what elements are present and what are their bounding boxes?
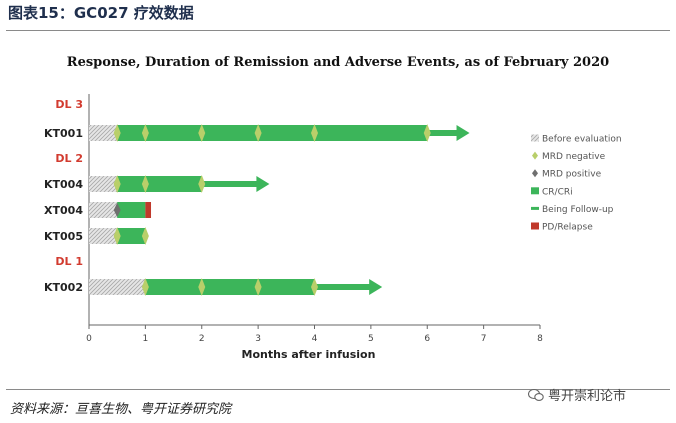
follow-up-arrow-head xyxy=(256,176,270,192)
mrd-negative-marker xyxy=(141,175,149,193)
follow-up-arrow-shaft xyxy=(314,284,371,290)
watermark-text: 粤开崇利论市 xyxy=(548,389,627,404)
mrd-negative-marker xyxy=(198,124,206,142)
mrd-negative-marker xyxy=(423,124,431,142)
bar-cr-cri xyxy=(117,202,146,218)
x-tick-label: 0 xyxy=(86,334,92,344)
x-tick-label: 3 xyxy=(255,334,261,344)
follow-up-arrow-shaft xyxy=(427,130,458,136)
legend-swatch xyxy=(532,169,538,178)
chart-title: Response, Duration of Remission and Adve… xyxy=(66,55,610,70)
legend-swatch xyxy=(531,222,539,230)
patient-label: KT004 xyxy=(44,178,83,191)
header-divider xyxy=(6,30,670,31)
legend-label: Being Follow-up xyxy=(542,205,614,215)
legend-label: MRD positive xyxy=(542,170,602,180)
legend-swatch xyxy=(532,151,538,160)
follow-up-arrow-head xyxy=(456,125,470,141)
dose-level-label: DL 3 xyxy=(55,98,83,111)
legend-label: MRD negative xyxy=(542,152,606,162)
x-tick-label: 7 xyxy=(481,334,487,344)
bar-before-evaluation xyxy=(89,176,118,192)
legend-label: PD/Relapse xyxy=(542,223,593,233)
figure-title: 图表15：GC027 疗效数据 xyxy=(8,4,194,22)
mrd-negative-marker xyxy=(113,124,121,142)
x-tick-label: 6 xyxy=(424,334,430,344)
patient-label: KT002 xyxy=(44,281,83,294)
mrd-negative-marker xyxy=(311,124,318,142)
x-tick-label: 5 xyxy=(368,334,374,344)
legend-swatch xyxy=(531,206,539,210)
bar-before-evaluation xyxy=(89,228,118,244)
legend-label: CR/CRi xyxy=(542,187,573,197)
follow-up-arrow-shaft xyxy=(201,181,258,187)
legend-label: Before evaluation xyxy=(542,135,622,145)
mrd-negative-marker xyxy=(254,124,262,142)
follow-up-arrow-head xyxy=(369,279,383,295)
bar-pd-relapse xyxy=(145,202,152,218)
mrd-negative-marker xyxy=(254,278,262,296)
patient-label: KT005 xyxy=(44,230,83,243)
patient-label: KT001 xyxy=(44,127,83,140)
dose-level-label: DL 2 xyxy=(55,152,83,165)
bar-cr-cri xyxy=(117,228,146,244)
mrd-negative-marker xyxy=(113,227,121,245)
x-tick-label: 4 xyxy=(312,334,318,344)
bar-cr-cri xyxy=(145,279,315,295)
x-tick-label: 2 xyxy=(199,334,205,344)
bar-before-evaluation xyxy=(89,279,146,295)
source-note: 资料来源：亘喜生物、粤开证券研究院 xyxy=(10,402,232,417)
watermark: 粤开崇利论市 xyxy=(528,385,626,404)
footer-divider xyxy=(6,389,670,390)
patient-label: XT004 xyxy=(44,204,83,217)
bar-before-evaluation xyxy=(89,125,118,141)
dose-level-label: DL 1 xyxy=(55,255,83,268)
x-tick-label: 1 xyxy=(143,334,149,344)
mrd-negative-marker xyxy=(198,278,206,296)
legend-swatch xyxy=(531,187,539,195)
x-tick-label: 8 xyxy=(537,334,543,344)
mrd-negative-marker xyxy=(141,227,149,245)
wechat-icon xyxy=(528,388,544,401)
mrd-negative-marker xyxy=(141,124,149,142)
mrd-negative-marker xyxy=(311,278,318,296)
bar-cr-cri xyxy=(117,176,202,192)
bar-cr-cri xyxy=(117,125,428,141)
mrd-negative-marker xyxy=(113,175,121,193)
bar-before-evaluation xyxy=(89,202,118,218)
mrd-negative-marker xyxy=(198,175,206,193)
x-axis-label: Months after infusion xyxy=(242,348,376,361)
mrd-negative-marker xyxy=(141,278,149,296)
mrd-positive-marker xyxy=(113,203,121,217)
legend-swatch xyxy=(531,134,539,142)
